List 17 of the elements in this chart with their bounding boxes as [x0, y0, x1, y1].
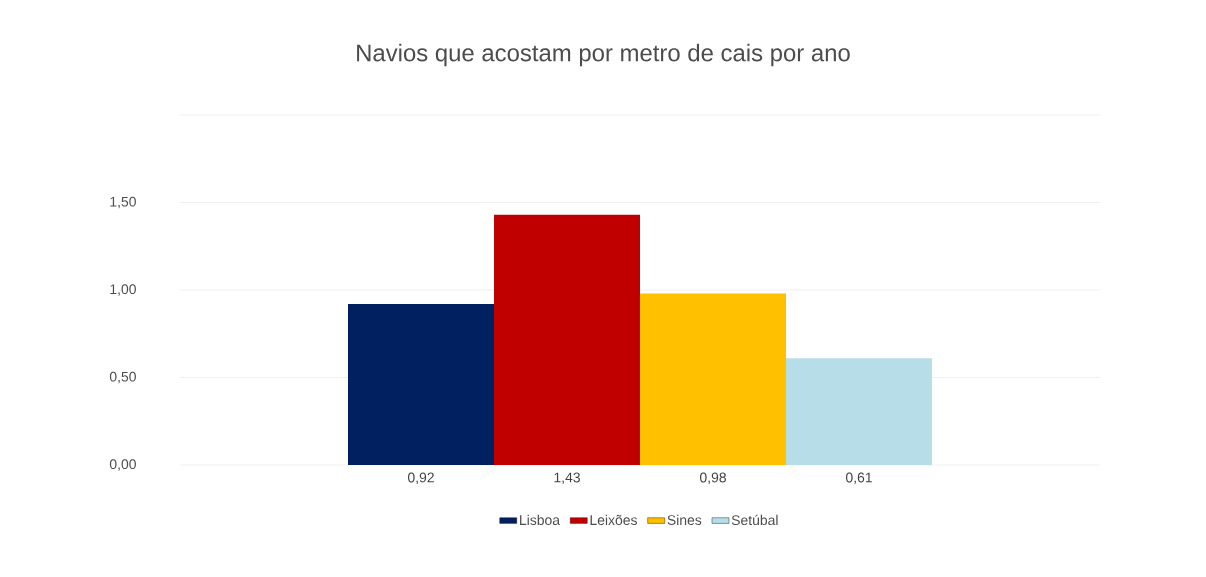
legend-label: Lisboa	[520, 514, 561, 526]
bar	[494, 214, 641, 465]
y-tick-label: 1,00	[110, 284, 136, 296]
bar	[348, 304, 495, 465]
chart-title: Navios que acostam por metro de cais por ano	[357, 43, 850, 67]
y-tick-label: 0,00	[109, 459, 136, 471]
data-label: 0,98	[699, 472, 726, 485]
legend-label: Setúbal	[731, 514, 778, 526]
data-label: 1,43	[554, 472, 580, 485]
data-label: 0,61	[845, 472, 872, 485]
y-tick-label: 0,50	[109, 371, 136, 384]
bar	[786, 358, 933, 465]
legend-label: Leixões	[590, 514, 637, 526]
legend-label: Sines	[667, 514, 702, 526]
y-tick-label: 1,50	[110, 196, 136, 209]
bar	[640, 293, 787, 465]
data-label: 0,92	[407, 472, 434, 485]
